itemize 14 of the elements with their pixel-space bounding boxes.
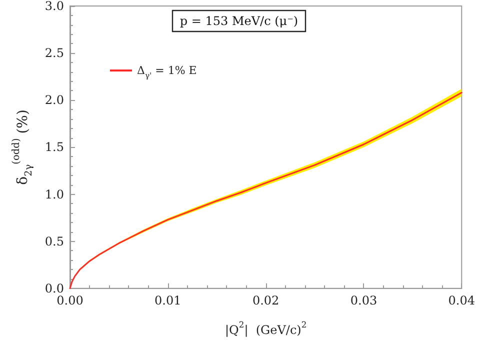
annotation: p = 153 MeV/c (μ⁻) bbox=[180, 14, 298, 28]
y-tick-label: 0.0 bbox=[44, 281, 64, 296]
x-tick-label: 0.02 bbox=[252, 293, 280, 308]
y-tick-label: 1.0 bbox=[44, 187, 64, 202]
y-tick-label: 0.5 bbox=[44, 234, 64, 248]
y-tick-label: 2.0 bbox=[44, 93, 64, 108]
y-tick-label: 3.0 bbox=[44, 0, 64, 13]
x-tick-label: 0.04 bbox=[448, 293, 476, 308]
x-tick-label: 0.03 bbox=[350, 293, 378, 308]
y-axis-title: δ2γ(odd) (%) bbox=[11, 110, 34, 185]
y-tick-label: 2.5 bbox=[44, 46, 64, 60]
x-tick-label: 0.00 bbox=[56, 293, 84, 308]
y-tick-label: 1.5 bbox=[44, 140, 64, 154]
x-tick-label: 0.01 bbox=[154, 293, 182, 308]
